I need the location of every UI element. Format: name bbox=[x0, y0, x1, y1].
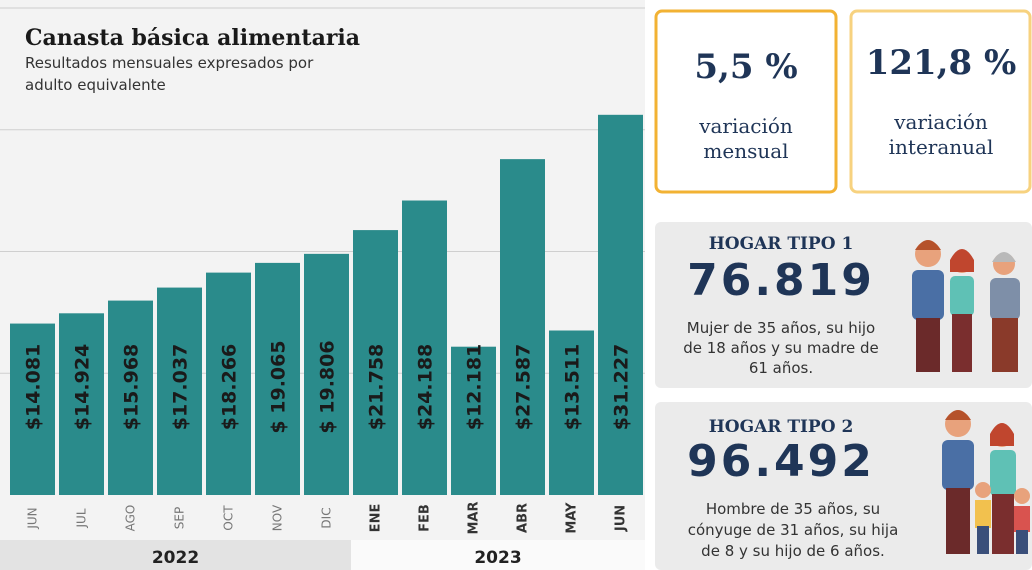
x-tick-label: MAR bbox=[467, 501, 482, 534]
x-tick-label: OCT bbox=[222, 505, 236, 531]
family-icon bbox=[912, 240, 1020, 372]
household-description: Mujer de 35 años, su hijo bbox=[687, 319, 876, 337]
x-tick-label: JUL bbox=[75, 508, 89, 528]
household-amount: 76.819 bbox=[687, 255, 875, 306]
card-label: variación bbox=[698, 114, 793, 138]
infographic: Canasta básica alimentaria Resultados me… bbox=[0, 0, 1032, 570]
x-tick-label: ENE bbox=[369, 504, 384, 533]
card bbox=[851, 11, 1030, 192]
value-label: $14.081 bbox=[23, 344, 45, 431]
value-label: $17.037 bbox=[170, 344, 192, 431]
x-tick-label: JUN bbox=[26, 507, 40, 529]
value-label: $27.587 bbox=[513, 344, 535, 431]
household-description: cónyuge de 31 años, su hija bbox=[688, 521, 899, 539]
household-description: de 8 y su hijo de 6 años. bbox=[701, 542, 885, 560]
value-label: $21.758 bbox=[366, 344, 388, 431]
x-tick-label: NOV bbox=[271, 504, 285, 531]
value-label: $ 19.806 bbox=[317, 340, 339, 433]
year-label: 2023 bbox=[474, 548, 521, 568]
x-tick-label: JUN bbox=[614, 505, 629, 532]
household-description: de 18 años y su madre de bbox=[683, 339, 878, 357]
value-label: $ 19.065 bbox=[268, 340, 290, 433]
x-tick-label: MAY bbox=[565, 502, 580, 534]
value-label: $12.181 bbox=[464, 344, 486, 431]
value-label: $18.266 bbox=[219, 344, 241, 431]
card-label: interanual bbox=[889, 135, 994, 159]
chart-subtitle: Resultados mensuales expresados por bbox=[25, 54, 314, 72]
household-title: HOGAR TIPO 2 bbox=[709, 417, 854, 437]
x-tick-label: FEB bbox=[418, 504, 433, 532]
household-title: HOGAR TIPO 1 bbox=[709, 234, 854, 254]
card-value: 5,5 % bbox=[694, 47, 797, 87]
x-tick-label: ABR bbox=[516, 503, 531, 533]
x-tick-label: SEP bbox=[173, 507, 187, 529]
card-value: 121,8 % bbox=[866, 43, 1017, 83]
household-amount: 96.492 bbox=[687, 436, 875, 487]
bar bbox=[598, 115, 643, 495]
chart-title: Canasta básica alimentaria bbox=[25, 25, 360, 51]
chart-subtitle: adulto equivalente bbox=[25, 76, 166, 94]
year-label: 2022 bbox=[152, 548, 199, 568]
x-tick-label: DIC bbox=[320, 507, 334, 528]
value-label: $31.227 bbox=[611, 344, 633, 431]
card-label: mensual bbox=[703, 139, 788, 163]
card bbox=[656, 11, 836, 192]
card-label: variación bbox=[893, 110, 988, 134]
value-label: $24.188 bbox=[415, 344, 437, 431]
household-description: Hombre de 35 años, su bbox=[706, 500, 880, 518]
value-label: $13.511 bbox=[562, 344, 584, 431]
value-label: $15.968 bbox=[121, 344, 143, 431]
x-tick-label: AGO bbox=[124, 505, 138, 532]
bar bbox=[500, 159, 545, 495]
value-label: $14.924 bbox=[72, 344, 94, 431]
household-description: 61 años. bbox=[749, 359, 813, 377]
